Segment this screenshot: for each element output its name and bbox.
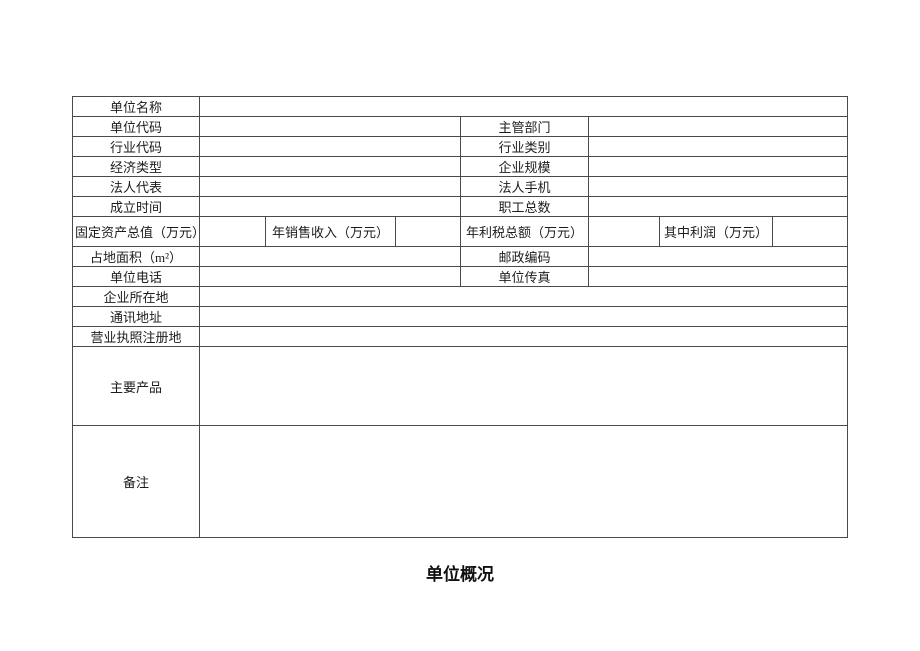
label-enterprise-scale: 企业规模 [460, 156, 589, 177]
label-unit-code: 单位代码 [72, 116, 200, 137]
table-row: 经济类型 企业规模 [72, 156, 849, 177]
label-enterprise-location: 企业所在地 [72, 286, 200, 307]
label-unit-name: 单位名称 [72, 96, 200, 117]
label-legal-rep-mobile: 法人手机 [460, 176, 589, 197]
field-staff-total[interactable] [587, 196, 849, 217]
page-caption: 单位概况 [426, 565, 494, 584]
field-license-registration-place[interactable] [198, 326, 849, 347]
field-mailing-address[interactable] [198, 306, 849, 327]
label-established-date: 成立时间 [72, 196, 200, 217]
field-unit-phone[interactable] [199, 266, 461, 287]
unit-overview-table: 单位名称 单位代码 主管部门 行业代码 行业类别 经济类型 企业规模 法人代表 [72, 96, 849, 538]
field-established-date[interactable] [199, 196, 461, 217]
field-postal-code[interactable] [587, 246, 849, 267]
field-supervisor-dept[interactable] [587, 116, 849, 137]
label-legal-rep: 法人代表 [72, 176, 200, 197]
field-enterprise-scale[interactable] [587, 156, 849, 177]
table-row: 占地面积（m²） 邮政编码 [72, 246, 849, 267]
label-profit: 其中利润（万元） [659, 216, 773, 247]
label-staff-total: 职工总数 [460, 196, 589, 217]
field-enterprise-location[interactable] [198, 286, 849, 307]
table-row: 固定资产总值（万元） 年销售收入（万元） 年利税总额（万元） 其中利润（万元） [72, 216, 849, 247]
label-land-area: 占地面积（m²） [72, 246, 200, 267]
table-row: 主要产品 [72, 346, 849, 426]
label-annual-profit-tax: 年利税总额（万元） [460, 216, 589, 247]
label-license-registration-place: 营业执照注册地 [72, 326, 200, 347]
field-legal-rep-mobile[interactable] [587, 176, 849, 197]
table-row: 营业执照注册地 [72, 326, 849, 347]
label-remarks: 备注 [72, 425, 200, 538]
label-postal-code: 邮政编码 [460, 246, 589, 267]
field-industry-code[interactable] [199, 136, 461, 157]
table-row: 法人代表 法人手机 [72, 176, 849, 197]
label-main-products: 主要产品 [72, 346, 200, 426]
label-industry-category: 行业类别 [460, 136, 589, 157]
field-unit-code[interactable] [199, 116, 461, 137]
field-annual-profit-tax[interactable] [588, 216, 660, 247]
table-row: 单位名称 [72, 96, 849, 117]
field-economic-type[interactable] [199, 156, 461, 177]
table-row: 企业所在地 [72, 286, 849, 307]
label-unit-fax: 单位传真 [460, 266, 589, 287]
table-row: 通讯地址 [72, 306, 849, 327]
field-profit[interactable] [771, 216, 849, 247]
field-legal-rep[interactable] [199, 176, 461, 197]
label-mailing-address: 通讯地址 [72, 306, 200, 327]
table-row: 行业代码 行业类别 [72, 136, 849, 157]
field-unit-fax[interactable] [587, 266, 849, 287]
label-annual-sales: 年销售收入（万元） [265, 216, 396, 247]
table-row: 备注 [72, 425, 849, 538]
field-remarks[interactable] [198, 425, 849, 538]
label-supervisor-dept: 主管部门 [460, 116, 589, 137]
field-land-area[interactable] [199, 246, 461, 267]
table-row: 单位电话 单位传真 [72, 266, 849, 287]
label-economic-type: 经济类型 [72, 156, 200, 177]
field-unit-name[interactable] [198, 96, 849, 117]
label-unit-phone: 单位电话 [72, 266, 200, 287]
field-industry-category[interactable] [587, 136, 849, 157]
label-industry-code: 行业代码 [72, 136, 200, 157]
table-row: 成立时间 职工总数 [72, 196, 849, 217]
field-fixed-assets[interactable] [199, 216, 266, 247]
label-fixed-assets: 固定资产总值（万元） [72, 216, 200, 247]
field-main-products[interactable] [198, 346, 849, 426]
field-annual-sales[interactable] [395, 216, 461, 247]
table-row: 单位代码 主管部门 [72, 116, 849, 137]
